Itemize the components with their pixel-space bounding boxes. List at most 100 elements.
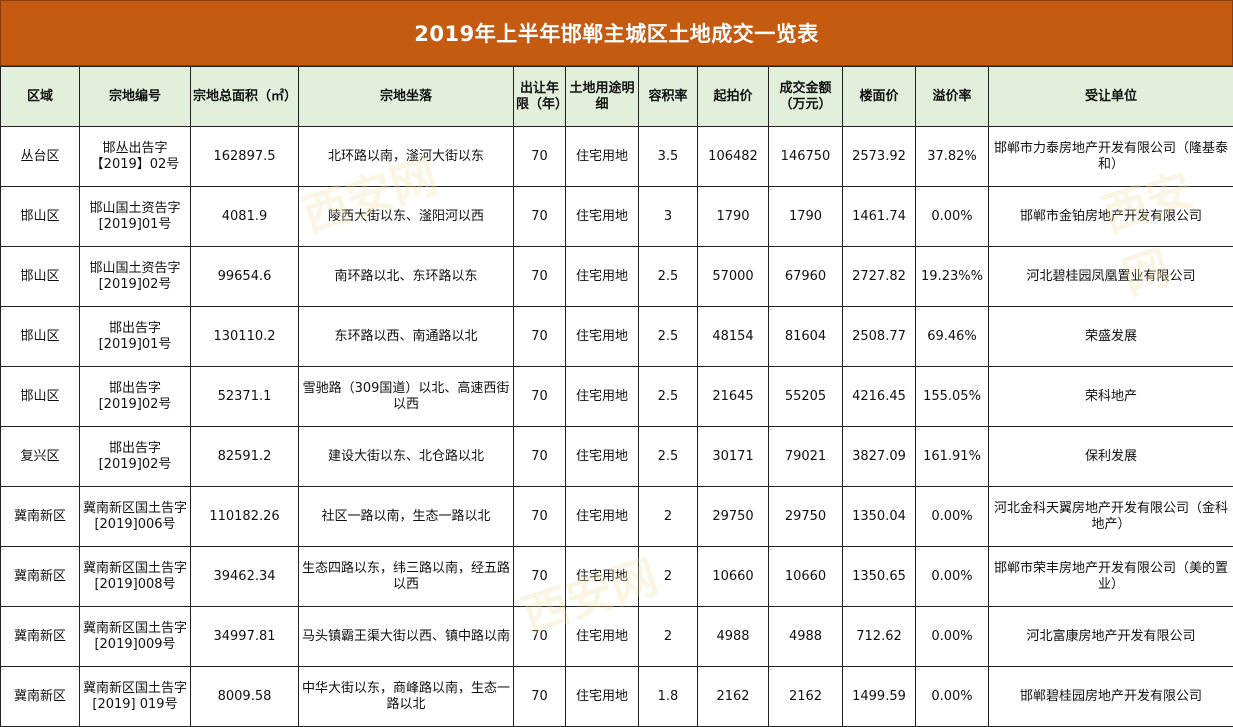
header-location: 宗地坐落	[298, 66, 514, 127]
cell-years: 70	[513, 186, 566, 247]
cell-floor-price: 4216.45	[842, 366, 916, 427]
cell-far: 2	[638, 486, 698, 547]
table-row: 邯山区 邯出告字[2019]02号 52371.1 雪驰路（309国道）以北、高速西街…	[0, 366, 1233, 427]
table-row: 冀南新区 冀南新区国土告字[2019]008号 39462.34 生态四路以东，纬三路…	[0, 546, 1233, 607]
header-far: 容积率	[638, 66, 698, 127]
cell-code: 邯出告字[2019]01号	[79, 306, 191, 367]
cell-years: 70	[513, 606, 566, 667]
cell-years: 70	[513, 306, 566, 367]
header-row: 区域 宗地编号 宗地总面积（㎡） 宗地坐落 出让年限（年） 土地用途明细 容积率…	[0, 66, 1233, 127]
cell-code: 邯山国土资告字[2019]02号	[79, 246, 191, 307]
cell-premium: 37.82%	[915, 126, 989, 187]
cell-area: 39462.34	[190, 546, 299, 607]
cell-use: 住宅用地	[565, 606, 639, 667]
cell-region: 冀南新区	[0, 546, 80, 607]
cell-premium: 69.46%	[915, 306, 989, 367]
table-row: 冀南新区 冀南新区国土告字[2019]006号 110182.26 社区一路以南，生态…	[0, 486, 1233, 547]
cell-use: 住宅用地	[565, 306, 639, 367]
cell-code: 冀南新区国土告字[2019]008号	[79, 546, 191, 607]
cell-code: 冀南新区国土告字[2019] 019号	[79, 666, 191, 727]
header-premium: 溢价率	[915, 66, 989, 127]
header-buyer: 受让单位	[988, 66, 1233, 127]
cell-floor-price: 2573.92	[842, 126, 916, 187]
cell-location: 社区一路以南，生态一路以北	[298, 486, 514, 547]
cell-use: 住宅用地	[565, 186, 639, 247]
cell-far: 2.5	[638, 246, 698, 307]
cell-deal: 67960	[768, 246, 843, 307]
cell-code: 邯出告字[2019]02号	[79, 366, 191, 427]
cell-far: 2.5	[638, 426, 698, 487]
cell-code: 邯山国土资告字[2019]01号	[79, 186, 191, 247]
cell-buyer: 邯郸市力泰房地产开发有限公司（隆基泰和）	[988, 126, 1233, 187]
cell-start-price: 57000	[697, 246, 769, 307]
cell-years: 70	[513, 666, 566, 727]
cell-floor-price: 1461.74	[842, 186, 916, 247]
header-start-price: 起拍价	[697, 66, 769, 127]
cell-premium: 0.00%	[915, 486, 989, 547]
table-row: 邯山区 邯出告字[2019]01号 130110.2 东环路以西、南通路以北 70 住宅用…	[0, 306, 1233, 367]
cell-floor-price: 1350.65	[842, 546, 916, 607]
header-code: 宗地编号	[79, 66, 191, 127]
cell-floor-price: 712.62	[842, 606, 916, 667]
cell-start-price: 106482	[697, 126, 769, 187]
cell-location: 马头镇霸王渠大街以西、镇中路以南	[298, 606, 514, 667]
table-title: 2019年上半年邯郸主城区土地成交一览表	[0, 0, 1233, 66]
cell-premium: 0.00%	[915, 186, 989, 247]
cell-start-price: 29750	[697, 486, 769, 547]
cell-deal: 2162	[768, 666, 843, 727]
cell-area: 130110.2	[190, 306, 299, 367]
cell-area: 8009.58	[190, 666, 299, 727]
cell-deal: 10660	[768, 546, 843, 607]
cell-location: 北环路以南，滏河大街以东	[298, 126, 514, 187]
cell-far: 3	[638, 186, 698, 247]
cell-years: 70	[513, 546, 566, 607]
table-row: 复兴区 邯出告字[2019]02号 82591.2 建设大街以东、北仓路以北 70 住宅用…	[0, 426, 1233, 487]
cell-far: 2	[638, 606, 698, 667]
cell-deal: 55205	[768, 366, 843, 427]
table-row: 冀南新区 冀南新区国土告字[2019]009号 34997.81 马头镇霸王渠大街以西…	[0, 606, 1233, 667]
cell-years: 70	[513, 126, 566, 187]
cell-floor-price: 2508.77	[842, 306, 916, 367]
table-row: 冀南新区 冀南新区国土告字[2019] 019号 8009.58 中华大街以东，商峰路…	[0, 666, 1233, 727]
cell-area: 99654.6	[190, 246, 299, 307]
cell-region: 丛台区	[0, 126, 80, 187]
land-transaction-table: 区域 宗地编号 宗地总面积（㎡） 宗地坐落 出让年限（年） 土地用途明细 容积率…	[0, 66, 1233, 727]
cell-region: 冀南新区	[0, 666, 80, 727]
cell-location: 雪驰路（309国道）以北、高速西街以西	[298, 366, 514, 427]
cell-start-price: 30171	[697, 426, 769, 487]
cell-far: 2.5	[638, 306, 698, 367]
cell-use: 住宅用地	[565, 246, 639, 307]
header-area: 宗地总面积（㎡）	[190, 66, 299, 127]
cell-code: 邯丛出告字【2019】02号	[79, 126, 191, 187]
cell-start-price: 4988	[697, 606, 769, 667]
cell-location: 陵西大街以东、滏阳河以西	[298, 186, 514, 247]
cell-buyer: 荣科地产	[988, 366, 1233, 427]
header-years: 出让年限（年）	[513, 66, 566, 127]
cell-premium: 0.00%	[915, 606, 989, 667]
cell-premium: 0.00%	[915, 666, 989, 727]
cell-region: 邯山区	[0, 246, 80, 307]
cell-buyer: 邯郸市金铂房地产开发有限公司	[988, 186, 1233, 247]
cell-code: 邯出告字[2019]02号	[79, 426, 191, 487]
cell-buyer: 邯郸碧桂园房地产开发有限公司	[988, 666, 1233, 727]
cell-buyer: 保利发展	[988, 426, 1233, 487]
cell-buyer: 河北碧桂园凤凰置业有限公司	[988, 246, 1233, 307]
cell-premium: 155.05%	[915, 366, 989, 427]
cell-start-price: 10660	[697, 546, 769, 607]
cell-years: 70	[513, 246, 566, 307]
cell-premium: 161.91%	[915, 426, 989, 487]
cell-buyer: 邯郸市荣丰房地产开发有限公司（美的置业）	[988, 546, 1233, 607]
cell-area: 162897.5	[190, 126, 299, 187]
cell-region: 复兴区	[0, 426, 80, 487]
cell-use: 住宅用地	[565, 486, 639, 547]
cell-start-price: 2162	[697, 666, 769, 727]
cell-years: 70	[513, 486, 566, 547]
cell-floor-price: 2727.82	[842, 246, 916, 307]
cell-premium: 0.00%	[915, 546, 989, 607]
cell-deal: 29750	[768, 486, 843, 547]
cell-area: 110182.26	[190, 486, 299, 547]
cell-use: 住宅用地	[565, 126, 639, 187]
cell-floor-price: 1499.59	[842, 666, 916, 727]
cell-deal: 81604	[768, 306, 843, 367]
cell-location: 生态四路以东，纬三路以南，经五路以西	[298, 546, 514, 607]
